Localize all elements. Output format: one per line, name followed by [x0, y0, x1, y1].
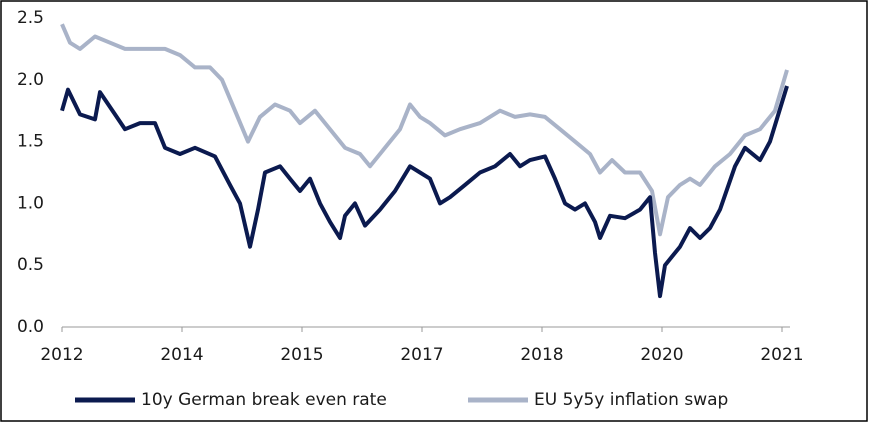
y-tick-label: 1.5: [17, 132, 44, 152]
legend-label: 10y German break even rate: [141, 390, 387, 410]
x-tick-label: 2015: [280, 345, 323, 365]
y-tick-label: 2.5: [17, 8, 44, 28]
x-tick-label: 2021: [760, 345, 803, 365]
y-tick-label: 0.0: [17, 317, 44, 337]
legend-label: EU 5y5y inflation swap: [534, 390, 728, 410]
series-line: [60, 23, 789, 237]
y-tick-label: 1.0: [17, 193, 44, 213]
y-tick-label: 0.5: [17, 255, 44, 275]
x-tick-label: 2017: [400, 345, 443, 365]
x-tick-label: 2012: [40, 345, 83, 365]
y-tick-label: 2.0: [17, 70, 44, 90]
x-tick-label: 2014: [160, 345, 203, 365]
x-tick-label: 2018: [520, 345, 563, 365]
x-tick-label: 2020: [640, 345, 683, 365]
series-line: [60, 85, 789, 299]
